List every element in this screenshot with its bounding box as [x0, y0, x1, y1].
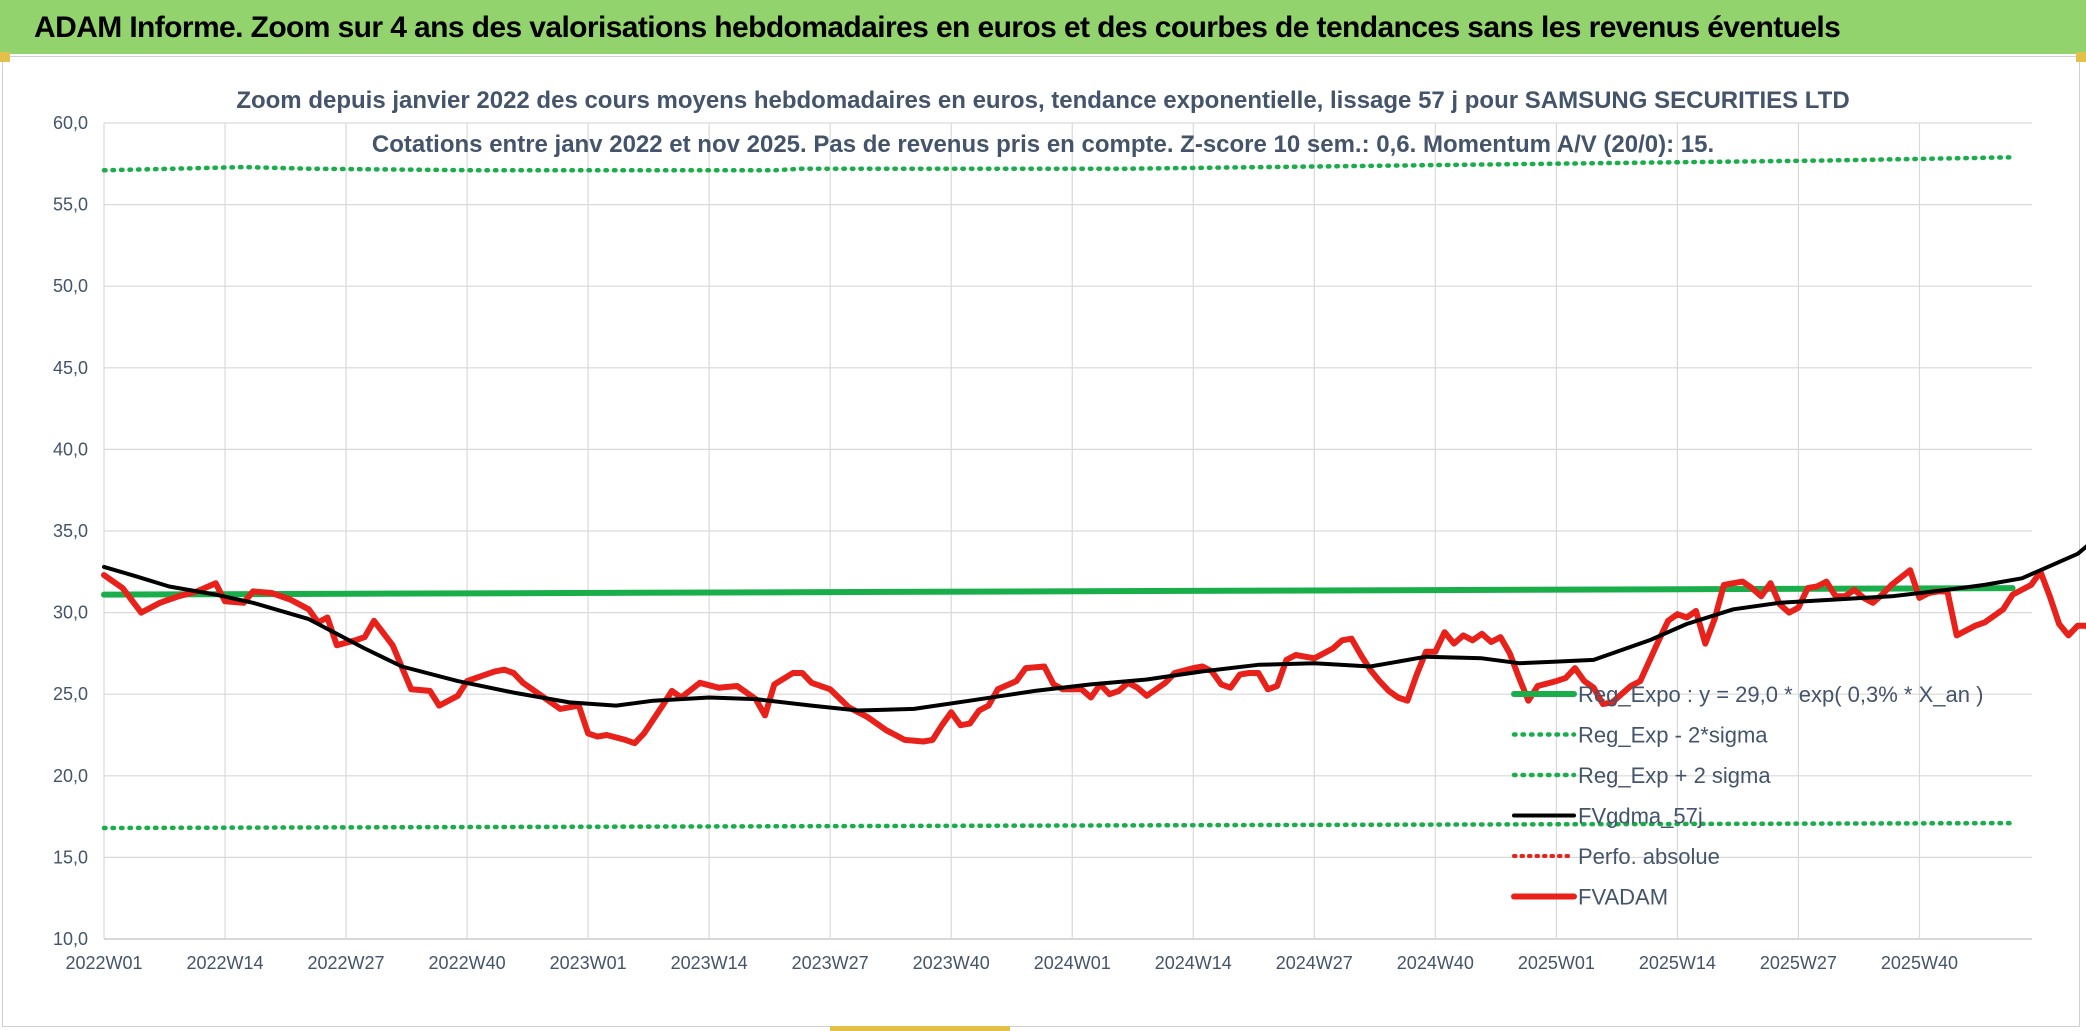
price-line: [101, 567, 2086, 747]
chart-legend: Reg_Expo : y = 29,0 * exp( 0,3% * X_an )…: [1511, 682, 1983, 910]
y-tick-label: 30,0: [53, 603, 88, 623]
x-tick-label: 2022W27: [308, 953, 385, 973]
frame-bottom-marker: [830, 1026, 1010, 1031]
x-tick-label: 2024W40: [1397, 953, 1474, 973]
x-tick-label: 2024W27: [1276, 953, 1353, 973]
x-tick-label: 2025W01: [1518, 953, 1595, 973]
x-tick-label: 2023W14: [671, 953, 748, 973]
x-tick-label: 2022W40: [429, 953, 506, 973]
y-tick-label: 40,0: [53, 439, 88, 459]
y-tick-label: 50,0: [53, 276, 88, 296]
x-tick-label: 2025W27: [1760, 953, 1837, 973]
legend-label: Perfo. absolue: [1578, 844, 1720, 869]
x-tick-label: 2023W01: [550, 953, 627, 973]
y-tick-label: 35,0: [53, 521, 88, 541]
frame-corner-marker: [0, 52, 10, 62]
chart-grid: [103, 122, 2032, 940]
legend-label: Reg_Exp - 2*sigma: [1578, 723, 1768, 748]
y-tick-label: 45,0: [53, 358, 88, 378]
x-tick-label: 2022W14: [186, 953, 263, 973]
upper-sigma-line: [101, 155, 2015, 173]
x-axis-ticks: 2022W01 2022W14 2022W27 2022W40 2023W01 2023W…: [65, 953, 1958, 973]
report-title: ADAM Informe. Zoom sur 4 ans des valoris…: [34, 11, 1841, 44]
x-tick-label: 2025W40: [1881, 953, 1958, 973]
y-tick-label: 15,0: [53, 847, 88, 867]
legend-label: FVgdma_57j: [1578, 804, 1703, 829]
x-tick-label: 2023W40: [913, 953, 990, 973]
chart-frame: [2, 56, 2080, 1027]
moving-average-line: [102, 544, 2086, 713]
chart-title: Zoom depuis janvier 2022 des cours moyen…: [236, 87, 1849, 114]
regression-line: [101, 585, 2016, 598]
chart-subtitle: Cotations entre janv 2022 et nov 2025. P…: [372, 131, 1714, 158]
y-axis-ticks: 10,0 15,0 20,0 25,0 30,0 35,0 40,0 45,0 50,0 55,0…: [53, 113, 88, 949]
y-tick-label: 20,0: [53, 766, 88, 786]
header-banner: ADAM Informe. Zoom sur 4 ans des valoris…: [0, 0, 2086, 54]
legend-label: FVADAM: [1578, 885, 1668, 910]
lower-sigma-line: [101, 820, 2015, 831]
x-tick-label: 2022W01: [65, 953, 142, 973]
frame-corner-marker: [2076, 52, 2086, 62]
legend-label: Reg_Expo : y = 29,0 * exp( 0,3% * X_an ): [1578, 682, 1983, 707]
y-tick-label: 10,0: [53, 929, 88, 949]
x-tick-label: 2024W14: [1155, 953, 1232, 973]
chart-series: [101, 155, 2086, 831]
x-tick-label: 2023W27: [792, 953, 869, 973]
x-tick-label: 2024W01: [1034, 953, 1111, 973]
y-tick-label: 25,0: [53, 684, 88, 704]
legend-label: Reg_Exp + 2 sigma: [1578, 763, 1771, 788]
y-tick-label: 55,0: [53, 195, 88, 215]
x-tick-label: 2025W14: [1639, 953, 1716, 973]
y-tick-label: 60,0: [53, 113, 88, 133]
